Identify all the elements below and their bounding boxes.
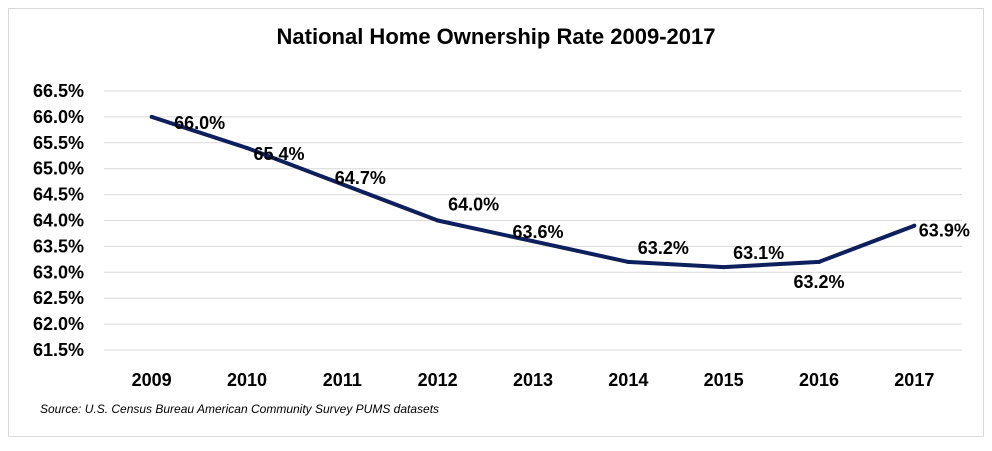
- data-point: [912, 223, 917, 228]
- y-tick-label: 63.5%: [33, 236, 84, 256]
- x-tick-label: 2015: [704, 370, 744, 390]
- data-point: [817, 259, 821, 264]
- data-point: [149, 114, 154, 119]
- data-label: 66.0%: [174, 113, 225, 133]
- data-point: [435, 218, 440, 223]
- data-label: 65.4%: [253, 144, 304, 164]
- data-label: 63.9%: [919, 221, 970, 241]
- data-label: 64.0%: [448, 195, 499, 215]
- x-tick-label: 2013: [513, 370, 553, 390]
- x-tick-label: 2017: [894, 370, 934, 390]
- x-tick-label: 2009: [132, 370, 172, 390]
- data-label: 63.2%: [638, 238, 689, 258]
- data-point: [340, 182, 345, 187]
- data-label: 63.1%: [733, 243, 784, 263]
- y-tick-label: 63.0%: [33, 262, 84, 282]
- data-point: [245, 145, 249, 150]
- x-tick-label: 2011: [323, 370, 362, 390]
- y-tick-label: 65.5%: [33, 133, 84, 153]
- x-tick-label: 2014: [608, 370, 648, 390]
- data-point: [626, 259, 631, 264]
- chart-title: National Home Ownership Rate 2009-2017: [276, 24, 716, 49]
- y-tick-label: 66.5%: [33, 81, 84, 101]
- source-note: Source: U.S. Census Bureau American Comm…: [40, 402, 440, 416]
- data-point: [721, 265, 726, 270]
- y-tick-label: 64.5%: [33, 185, 84, 205]
- x-tick-label: 2012: [418, 370, 458, 390]
- x-tick-label: 2016: [799, 370, 839, 390]
- data-point: [531, 239, 535, 244]
- data-label: 64.7%: [335, 168, 386, 188]
- data-label: 63.6%: [512, 222, 563, 242]
- y-tick-label: 61.5%: [33, 340, 84, 360]
- y-tick-label: 64.0%: [33, 211, 84, 231]
- x-tick-label: 2010: [227, 370, 267, 390]
- y-tick-label: 62.5%: [33, 288, 84, 308]
- y-tick-label: 66.0%: [33, 107, 84, 127]
- y-tick-label: 62.0%: [33, 314, 84, 334]
- y-tick-label: 65.0%: [33, 159, 84, 179]
- series-line: [151, 114, 916, 270]
- data-label: 63.2%: [793, 272, 844, 292]
- chart-frame: [8, 8, 984, 437]
